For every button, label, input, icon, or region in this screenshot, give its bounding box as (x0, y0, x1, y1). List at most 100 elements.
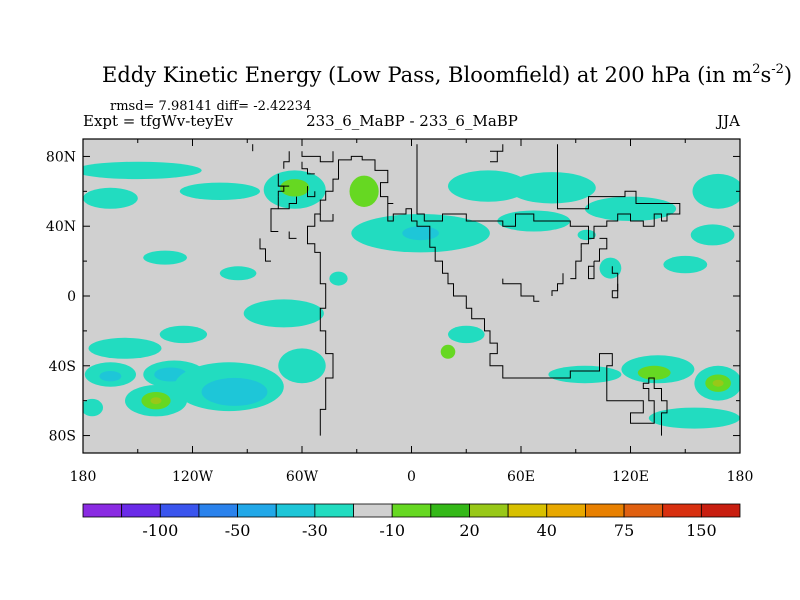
anomaly-region (329, 271, 348, 286)
coastline (307, 155, 668, 436)
colorbar-swatch (546, 503, 586, 518)
coastline (270, 208, 279, 221)
colorbar-swatch (237, 503, 277, 518)
season-label: JJA (715, 112, 740, 130)
x-tick-label: 120W (172, 469, 214, 485)
colorbar-swatch (469, 503, 509, 518)
coastline (259, 238, 271, 262)
colorbar-label: 20 (459, 521, 479, 540)
y-tick-label: 0 (67, 289, 76, 305)
x-tick-label: 120E (612, 469, 649, 485)
x-tick-label: 180 (727, 469, 754, 485)
coastline (277, 196, 297, 210)
anomaly-region (440, 344, 456, 359)
coastline (588, 261, 595, 280)
anomaly-region (712, 379, 724, 387)
colorbar-swatch (430, 503, 470, 518)
coastline (502, 278, 540, 302)
coastline (307, 186, 316, 198)
coastline (319, 214, 334, 222)
colorbar-swatch (159, 503, 200, 518)
anomaly-region (577, 229, 596, 241)
coastline (288, 231, 297, 239)
colorbar-swatch (198, 503, 238, 518)
y-tick-label: 80S (49, 429, 76, 445)
anomaly-region (150, 397, 162, 405)
coastline (580, 238, 589, 249)
anomaly-region (179, 182, 260, 200)
colorbar-swatch (700, 503, 741, 518)
stats-label: rmsd= 7.98141 diff= -2.42234 (110, 99, 311, 114)
colorbar-labels: -100 -50 -30 -10 20 40 75 150 (142, 521, 716, 540)
colorbar-label: -50 (225, 521, 251, 540)
coastline (277, 173, 285, 197)
coastline (570, 248, 582, 280)
anomaly-region (278, 348, 326, 384)
anomaly-region (637, 365, 671, 380)
anomaly-region (402, 226, 439, 241)
anomaly-regions (83, 161, 740, 429)
anomaly-region (99, 371, 122, 382)
coastline (301, 161, 315, 175)
colorbar-swatch (662, 503, 702, 518)
coastline (416, 144, 681, 239)
colorbar-label: -30 (302, 521, 328, 540)
experiment-label: Expt = tfgWv-teyEv (83, 112, 234, 130)
anomaly-region (83, 161, 202, 180)
colorbar-swatch (353, 503, 393, 518)
coastline (551, 273, 564, 296)
y-axis: 80N 40N 0 40S 80S (46, 149, 740, 445)
anomaly-region (83, 187, 138, 209)
anomaly-region (88, 337, 162, 359)
x-axis: 180 120W 60W 0 60E 120E 180 (70, 139, 754, 485)
anomaly-region (584, 196, 677, 221)
anomaly-region (83, 398, 103, 417)
colorbar-swatch (314, 503, 354, 518)
anomaly-region (690, 224, 735, 246)
anomaly-region (219, 266, 257, 281)
anomaly-region (243, 299, 324, 328)
coastline (490, 151, 498, 163)
colorbar-swatch (623, 503, 664, 518)
run-label: 233_6_MaBP - 233_6_MaBP (306, 112, 518, 130)
anomaly-region (548, 365, 622, 384)
colorbar-label: -10 (379, 521, 405, 540)
anomaly-region (349, 175, 379, 207)
coastline (270, 221, 279, 232)
anomaly-region (508, 172, 596, 204)
colorbar-label: 75 (614, 521, 634, 540)
x-tick-label: 180 (70, 469, 97, 485)
y-tick-label: 40N (46, 219, 76, 235)
colorbar-swatch (507, 503, 548, 518)
anomaly-region (143, 250, 188, 265)
coastline (490, 144, 504, 152)
x-tick-label: 60E (507, 469, 535, 485)
y-tick-label: 40S (49, 359, 76, 375)
colorbar-swatch (82, 503, 123, 518)
anomaly-region (448, 325, 485, 344)
colorbar-label: -100 (142, 521, 178, 540)
x-tick-label: 60W (286, 469, 319, 485)
anomaly-region (663, 255, 708, 274)
y-tick-label: 80N (46, 149, 76, 165)
colorbar-label: 150 (686, 521, 717, 540)
coastline (594, 237, 608, 262)
anomaly-region (448, 170, 529, 202)
anomaly-region (159, 325, 208, 344)
colorbar-label: 40 (537, 521, 557, 540)
chart-title: Eddy Kinetic Energy (Low Pass, Bloomfiel… (102, 62, 792, 87)
coastline (301, 151, 334, 163)
anomaly-region (692, 173, 740, 209)
anomaly-region (648, 407, 740, 429)
colorbar-swatch (391, 503, 432, 518)
anomaly-region (201, 377, 268, 406)
anomaly-region (280, 179, 310, 197)
x-tick-label: 0 (407, 469, 416, 485)
colorbar-swatch (585, 503, 625, 518)
colorbar-swatch (121, 503, 161, 518)
coastline (283, 151, 290, 169)
colorbar-swatch (275, 503, 316, 518)
coastlines (252, 144, 681, 436)
coastline (611, 266, 619, 299)
